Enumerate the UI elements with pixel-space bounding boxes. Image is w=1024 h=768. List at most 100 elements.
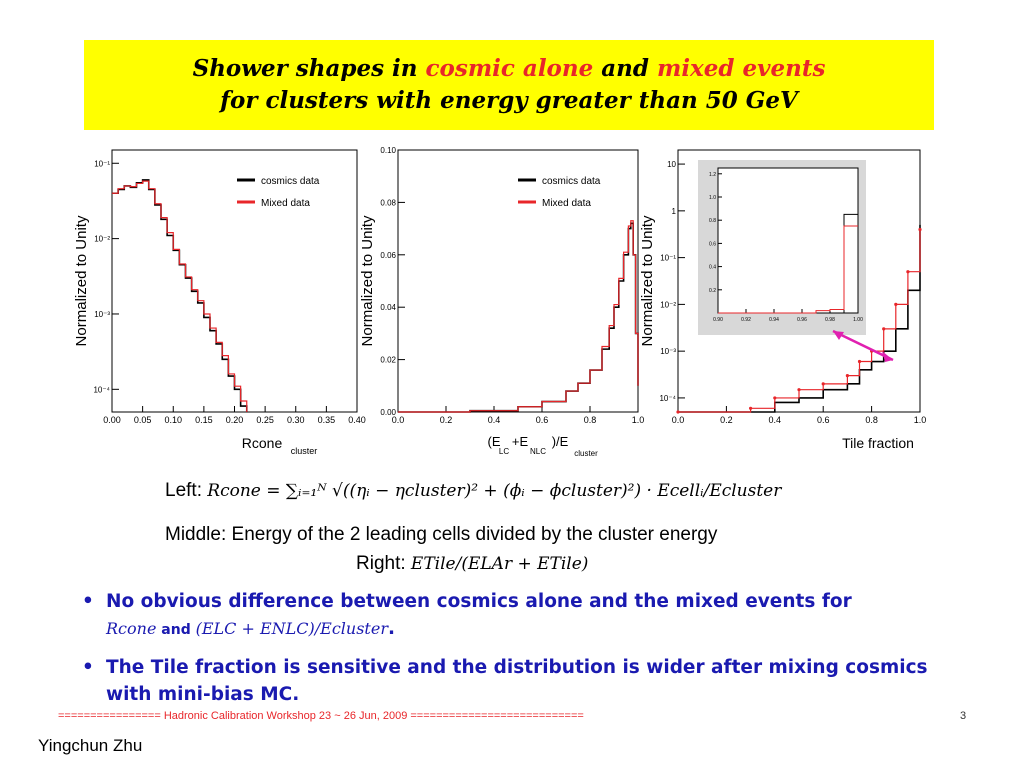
y-tick-label: 10⁻³ — [94, 310, 110, 319]
inset-y-tick-label: 1.0 — [709, 195, 716, 201]
inset-x-tick-label: 0.96 — [797, 317, 807, 323]
footer: ================ Hadronic Calibration Wo… — [58, 710, 967, 722]
legend-entry: Mixed data — [261, 198, 310, 209]
arrow-head-icon — [882, 351, 893, 362]
x-axis-label-part: +E — [512, 434, 529, 449]
series-line-0 — [398, 222, 639, 413]
y-tick-label: 10⁻³ — [660, 347, 676, 356]
x-tick-label: 0.6 — [536, 415, 549, 425]
y-tick-label: 0.04 — [380, 303, 396, 312]
inset-y-tick-label: 0.8 — [709, 218, 716, 224]
x-tick-label: 0.25 — [256, 415, 274, 425]
series-line-1 — [678, 229, 921, 413]
x-tick-label: 0.30 — [287, 415, 305, 425]
data-point — [882, 327, 886, 331]
x-axis-label-sub: cluster — [291, 446, 318, 456]
data-point — [676, 410, 680, 414]
x-tick-label: 1.0 — [632, 415, 645, 425]
x-axis-label-sub: LC — [499, 447, 509, 456]
y-tick-label: 10⁻⁴ — [93, 385, 110, 394]
x-axis-label: (E — [488, 434, 501, 449]
y-tick-label: 0.10 — [380, 146, 396, 155]
x-tick-label: 0.2 — [720, 415, 733, 425]
page-number: 3 — [960, 710, 967, 722]
inset-y-tick-label: 0.4 — [709, 265, 716, 271]
inset-x-tick-label: 0.92 — [741, 317, 751, 323]
x-tick-label: 0.15 — [195, 415, 213, 425]
data-point — [749, 406, 753, 410]
arrow-icon — [832, 329, 894, 362]
y-tick-label: 10⁻² — [660, 300, 676, 309]
y-tick-label: 10 — [667, 160, 676, 169]
y-axis-label: Normalized to Unity — [359, 215, 376, 346]
series-line-0 — [112, 179, 248, 412]
x-tick-label: 0.2 — [440, 415, 453, 425]
data-point — [894, 302, 898, 306]
x-tick-label: 0.8 — [865, 415, 878, 425]
x-tick-label: 0.40 — [348, 415, 366, 425]
x-axis-label-sub: NLC — [530, 447, 546, 456]
y-tick-label: 10⁻⁴ — [659, 394, 676, 403]
plots-panel: 0.00 0.05 0.10 0.15 0.20 0.25 0.30 0.35 0.40 10⁻¹… — [73, 146, 927, 458]
data-point — [845, 374, 850, 378]
x-tick-label: 0.35 — [318, 415, 336, 425]
x-axis-label-sub: cluster — [574, 449, 598, 458]
x-axis-label: Tile fraction — [842, 435, 914, 451]
y-tick-label: 0.02 — [380, 356, 396, 365]
bullet-item: • No obvious difference between cosmics … — [82, 591, 852, 639]
inset-series-1 — [718, 225, 858, 314]
plot-frame — [397, 149, 639, 413]
y-tick-label: 10⁻² — [94, 235, 110, 244]
inset-x-tick-label: 0.98 — [825, 317, 835, 323]
data-point — [797, 388, 801, 392]
inset-frame — [717, 167, 859, 314]
legend-entry: cosmics data — [542, 176, 601, 187]
author: Yingchun Zhu — [38, 736, 143, 755]
y-tick-label: 10⁻¹ — [660, 254, 676, 263]
y-tick-label: 1 — [672, 207, 677, 216]
legend-entry: Mixed data — [542, 198, 591, 209]
series-line-1 — [112, 180, 248, 412]
y-tick-label: 0.08 — [380, 198, 396, 207]
x-tick-label: 0.8 — [584, 415, 597, 425]
title-banner: Shower shapes in cosmic alone and mixed … — [84, 40, 934, 130]
data-point — [918, 227, 922, 232]
x-axis-label-part: )/E — [552, 434, 569, 449]
x-tick-label: 0.4 — [769, 415, 782, 425]
y-tick-label: 0.06 — [380, 251, 396, 260]
arrow-tail-icon — [833, 331, 844, 340]
y-axis-label: Normalized to Unity — [73, 215, 90, 346]
bullet-list: • No obvious difference between cosmics … — [82, 588, 952, 718]
plot-energy-fraction: 0.0 0.2 0.4 0.6 0.8 1.0 0.00 0.02 0.04 0.06 0.08 0.… — [359, 146, 644, 458]
inset-y-tick-label: 0.2 — [709, 288, 716, 294]
series-line-1 — [398, 220, 639, 413]
x-tick-label: 0.00 — [103, 415, 121, 425]
inset-x-tick-label: 0.90 — [713, 317, 723, 323]
plot-tile-fraction: 0.0 0.2 0.4 0.6 0.8 1.0 10 1 10⁻¹ 10⁻² 10⁻³ 10⁻⁴ Nor… — [639, 149, 927, 451]
x-tick-label: 0.6 — [817, 415, 830, 425]
x-tick-label: 0.0 — [392, 415, 405, 425]
x-tick-label: 1.0 — [914, 415, 927, 425]
legend-entry: cosmics data — [261, 176, 320, 187]
x-axis-label: Rcone — [242, 435, 283, 451]
title-line-1: Shower shapes in cosmic alone and mixed … — [192, 55, 826, 82]
data-point — [773, 396, 777, 400]
inset-x-tick-label: 1.00 — [853, 317, 863, 323]
data-point — [857, 359, 862, 364]
inset-y-tick-label: 1.2 — [709, 172, 716, 178]
x-tick-label: 0.20 — [226, 415, 244, 425]
inset-x-tick-label: 0.94 — [769, 317, 779, 323]
title-line-2: for clusters with energy greater than 50… — [220, 87, 798, 114]
y-tick-label: 10⁻¹ — [94, 159, 110, 168]
data-point — [821, 382, 825, 386]
data-point — [906, 270, 910, 274]
x-tick-label: 0.05 — [134, 415, 152, 425]
inset-y-tick-label: 0.6 — [709, 241, 716, 247]
x-tick-label: 0.4 — [488, 415, 501, 425]
y-axis-label: Normalized to Unity — [639, 215, 656, 346]
y-tick-label: 0.00 — [380, 408, 396, 417]
x-tick-label: 0.10 — [164, 415, 182, 425]
series-line-0 — [678, 224, 921, 413]
x-tick-label: 0.0 — [672, 415, 685, 425]
plot-rcone: 0.00 0.05 0.10 0.15 0.20 0.25 0.30 0.35 0.40 10⁻¹… — [73, 149, 366, 456]
